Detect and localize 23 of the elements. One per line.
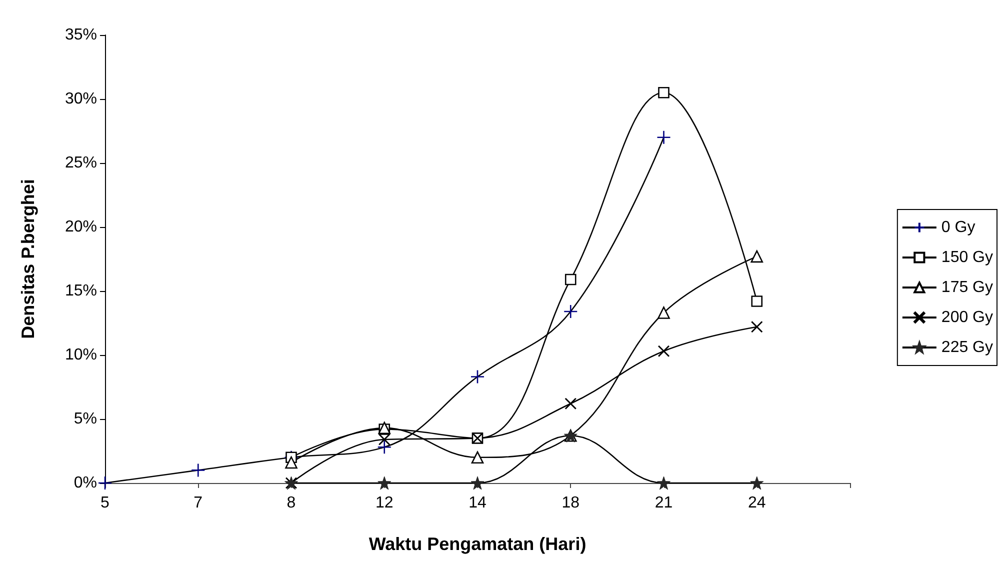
legend-label: 150 Gy (941, 249, 994, 266)
y-tick-label: 30% (64, 90, 97, 108)
x-tick-label: 5 (100, 494, 110, 512)
legend-label: 200 Gy (941, 309, 994, 326)
legend-label: 225 Gy (941, 339, 994, 356)
y-tick-label: 10% (64, 346, 97, 364)
y-tick-label: 5% (74, 410, 97, 428)
x-tick-label: 7 (194, 494, 203, 512)
legend-label: 0 Gy (941, 219, 976, 236)
x-tick-label: 12 (375, 494, 394, 512)
y-tick-label: 0% (74, 474, 97, 492)
legend-label: 175 Gy (941, 279, 994, 296)
y-tick-label: 25% (64, 154, 97, 172)
x-tick-label: 8 (286, 494, 296, 512)
x-tick-label: 21 (654, 494, 673, 512)
x-tick-label: 14 (468, 494, 486, 512)
x-tick-label: 24 (748, 494, 766, 512)
x-tick-label: 18 (562, 494, 580, 512)
y-axis-title: Densitas P.berghei (18, 179, 38, 339)
y-tick-label: 20% (64, 218, 97, 236)
y-tick-label: 35% (64, 26, 97, 44)
y-tick-label: 15% (64, 282, 97, 300)
x-axis-title: Waktu Pengamatan (Hari) (368, 534, 586, 554)
